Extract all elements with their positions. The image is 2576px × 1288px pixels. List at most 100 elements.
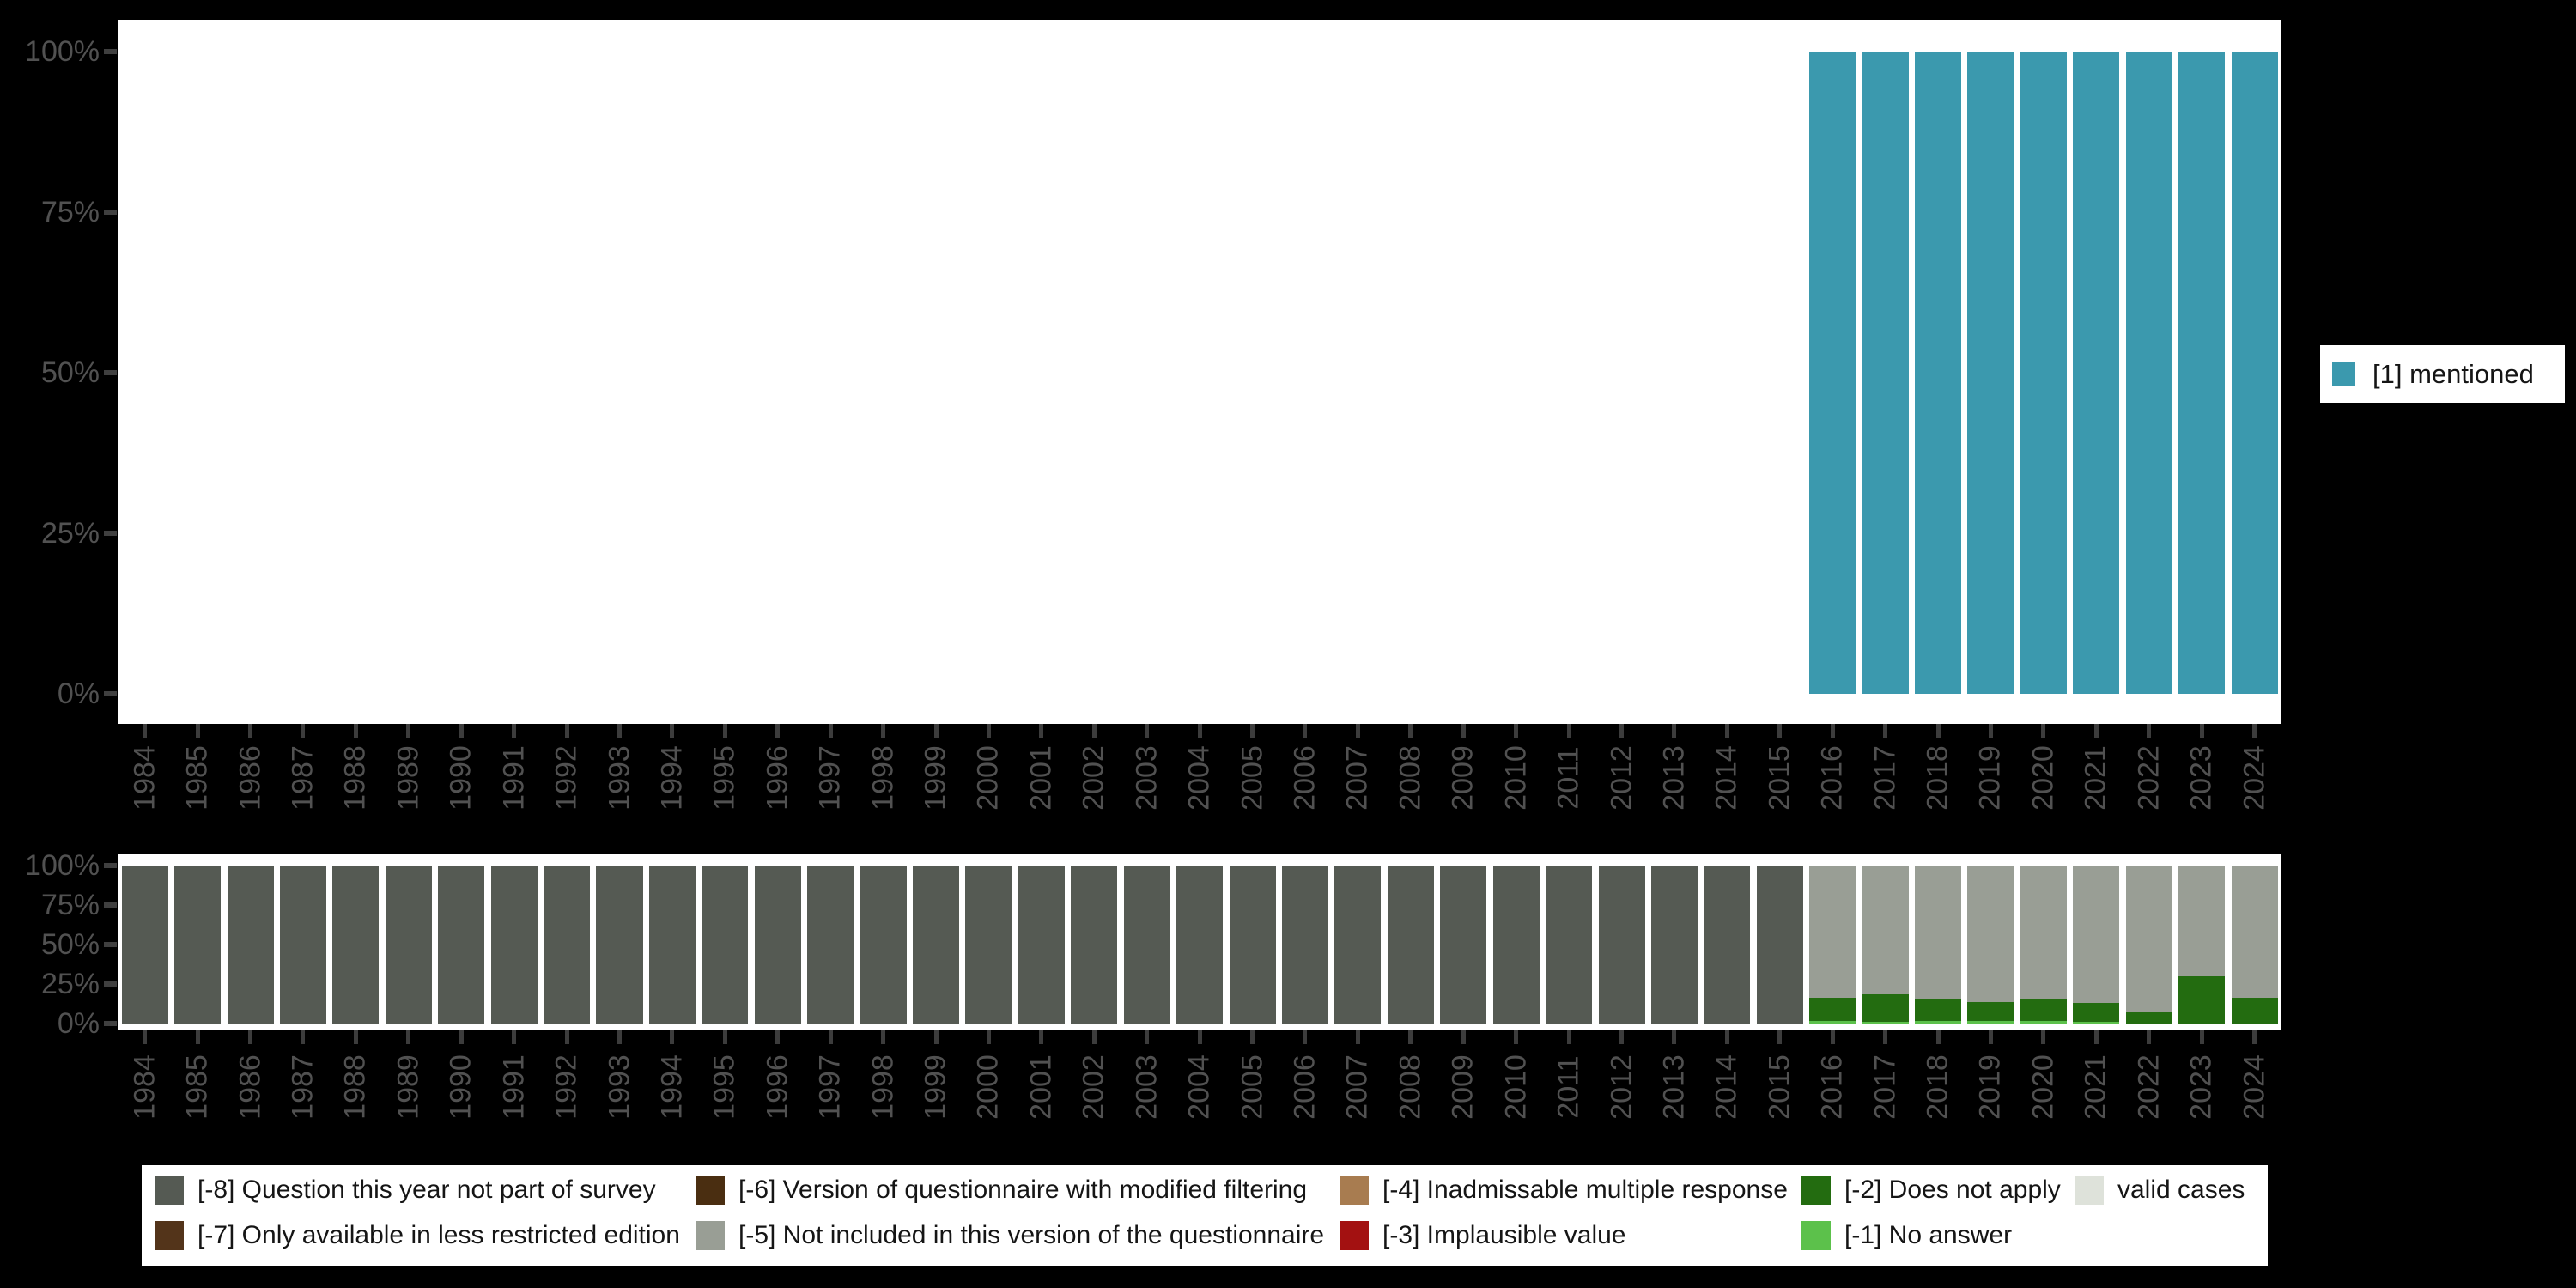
x-label-slot: 1992 xyxy=(540,1046,592,1128)
bar-slot xyxy=(963,52,1015,694)
x-axis-tick-mark xyxy=(2252,1030,2257,1044)
bar-segment xyxy=(1704,866,1751,1024)
bar-segment xyxy=(1598,866,1645,1024)
x-label-slot: 2005 xyxy=(1226,737,1279,819)
x-tick-slot xyxy=(1015,724,1067,738)
stacked-bar xyxy=(332,52,379,694)
bar-slot xyxy=(963,866,1015,1024)
x-axis-tick-mark xyxy=(1145,724,1150,738)
bar-slot xyxy=(1384,866,1437,1024)
y-axis-tick-mark xyxy=(104,210,117,215)
bar-slot xyxy=(1490,866,1542,1024)
x-axis-tick-mark xyxy=(775,1030,781,1044)
x-axis-tick-mark xyxy=(459,724,464,738)
bar-segment xyxy=(1915,866,1962,1000)
x-label-slot: 2019 xyxy=(1965,1046,2017,1128)
x-axis-tick-mark xyxy=(1091,724,1097,738)
stacked-bar xyxy=(1915,52,1962,694)
x-axis-tick-mark xyxy=(1039,1030,1044,1044)
x-label-slot: 2001 xyxy=(1015,737,1067,819)
x-label-slot: 1993 xyxy=(593,737,646,819)
bar-segment xyxy=(1915,52,1962,694)
stacked-bar xyxy=(2231,866,2278,1024)
x-axis-year-label: 1991 xyxy=(497,1054,531,1120)
stacked-bar xyxy=(1229,866,1276,1024)
x-tick-slot xyxy=(2070,724,2123,738)
x-tick-slot xyxy=(171,1030,223,1044)
x-tick-slot xyxy=(1753,724,1806,738)
bar-segment xyxy=(544,866,591,1024)
bar-slot xyxy=(1332,866,1384,1024)
x-axis-year-label: 2021 xyxy=(2079,1054,2112,1120)
legend-swatch xyxy=(1340,1176,1369,1205)
x-axis-year-label: 1997 xyxy=(813,745,847,811)
x-label-slot: 1990 xyxy=(435,1046,488,1128)
x-tick-slot xyxy=(1648,1030,1700,1044)
x-axis-tick-mark xyxy=(2199,1030,2204,1044)
stacked-bar xyxy=(965,866,1012,1024)
bar-slot xyxy=(1965,52,2017,694)
x-axis-tick-mark xyxy=(881,724,886,738)
bar-slot xyxy=(224,52,276,694)
x-axis-year-label: 2009 xyxy=(1446,745,1479,811)
stacked-bar xyxy=(1071,52,1117,694)
x-label-slot: 2014 xyxy=(1701,1046,1753,1128)
x-tick-slot xyxy=(1807,724,1859,738)
x-axis-tick-mark xyxy=(406,1030,411,1044)
x-tick-slot xyxy=(1332,724,1384,738)
x-axis-year-label: 2010 xyxy=(1499,745,1533,811)
bar-slot xyxy=(1226,52,1279,694)
x-axis-year-label: 2004 xyxy=(1182,1054,1216,1120)
bar-slot xyxy=(171,866,223,1024)
x-tick-slot xyxy=(1648,724,1700,738)
bar-slot xyxy=(593,866,646,1024)
x-axis-year-label: 1988 xyxy=(338,1054,372,1120)
x-label-slot: 2011 xyxy=(1542,737,1595,819)
bar-slot xyxy=(171,52,223,694)
x-label-slot: 1991 xyxy=(488,737,540,819)
x-axis-tick-mark xyxy=(459,1030,464,1044)
x-label-slot: 1989 xyxy=(382,1046,434,1128)
stacked-bar xyxy=(648,866,696,1024)
stacked-bar xyxy=(860,52,907,694)
y-axis-tick-mark xyxy=(104,370,117,375)
x-axis-tick-mark xyxy=(1461,724,1466,738)
x-axis-year-label: 2018 xyxy=(1921,1054,1954,1120)
x-axis-tick-mark xyxy=(617,724,622,738)
x-axis-tick-mark xyxy=(2041,724,2046,738)
x-axis-tick-mark xyxy=(1672,724,1677,738)
stacked-bar xyxy=(1546,52,1592,694)
stacked-bar xyxy=(1756,866,1803,1024)
x-axis-tick-mark xyxy=(881,1030,886,1044)
x-axis-tick-mark xyxy=(1408,1030,1413,1044)
stacked-bar xyxy=(1704,866,1751,1024)
stacked-bar xyxy=(1334,52,1381,694)
x-axis-year-label: 2005 xyxy=(1236,1054,1269,1120)
stacked-bar xyxy=(649,52,696,694)
x-axis-tick-mark xyxy=(248,724,253,738)
x-label-slot: 2021 xyxy=(2070,1046,2123,1128)
x-tick-slot xyxy=(1068,724,1121,738)
x-axis-tick-mark xyxy=(564,724,569,738)
stacked-bar xyxy=(174,866,222,1024)
legend-item: [-3] Implausible value xyxy=(1340,1221,1788,1250)
bar-segment xyxy=(2020,999,2067,1022)
x-label-slot: 2018 xyxy=(1911,1046,1964,1128)
x-axis-year-label: 1998 xyxy=(866,745,900,811)
x-label-slot: 2006 xyxy=(1279,737,1331,819)
x-tick-slot xyxy=(1173,724,1225,738)
x-tick-slot xyxy=(909,724,962,738)
x-axis-tick-mark xyxy=(248,1030,253,1044)
y-axis-tick-mark xyxy=(104,49,117,54)
bar-segment xyxy=(2073,1003,2120,1023)
x-tick-slot xyxy=(118,1030,171,1044)
bar-segment xyxy=(913,866,960,1024)
bar-segment xyxy=(702,866,749,1024)
legend-item: [-7] Only available in less restricted e… xyxy=(155,1221,680,1250)
bar-slot xyxy=(804,866,856,1024)
x-tick-slot xyxy=(857,1030,909,1044)
x-label-slot: 2002 xyxy=(1068,1046,1121,1128)
x-label-slot: 2019 xyxy=(1965,737,2017,819)
x-axis-tick-mark xyxy=(617,1030,622,1044)
bar-slot xyxy=(1753,52,1806,694)
